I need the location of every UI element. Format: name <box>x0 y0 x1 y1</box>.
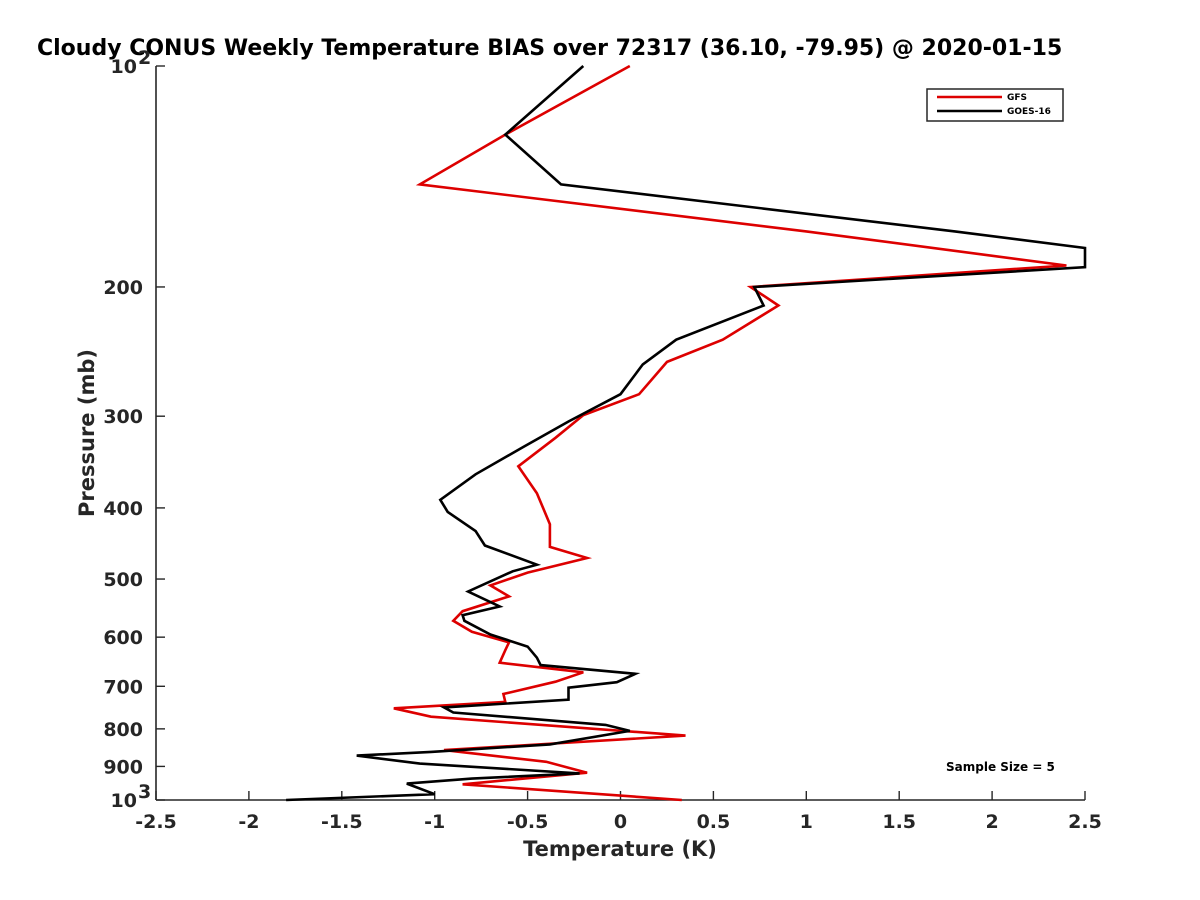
y-tick-label: 300 <box>103 406 143 428</box>
x-tick-label: 2.5 <box>1068 811 1102 833</box>
x-tick-label: 0.5 <box>697 811 731 833</box>
x-tick-label: -2 <box>238 811 259 833</box>
y-tick-label: 500 <box>103 569 143 591</box>
x-tick-label: -1 <box>424 811 445 833</box>
y-tick-exponent: 2 <box>138 47 151 69</box>
y-tick-label: 10 <box>111 790 137 812</box>
y-tick-label: 10 <box>111 56 137 78</box>
y-tick-label: 600 <box>103 627 143 649</box>
x-tick-label: 1 <box>800 811 813 833</box>
legend-box <box>926 88 1064 122</box>
y-tick-exponent: 3 <box>138 781 151 803</box>
sample-size-annotation: Sample Size = 5 <box>946 760 1055 774</box>
x-tick-label: -2.5 <box>135 811 177 833</box>
legend-label-gfs: GFS <box>1007 93 1027 103</box>
x-tick-label: -1.5 <box>321 811 363 833</box>
y-tick-label: 200 <box>103 277 143 299</box>
y-tick-label: 900 <box>103 756 143 778</box>
x-tick-label: 1.5 <box>882 811 916 833</box>
y-tick-label: 700 <box>103 676 143 698</box>
chart-title: Cloudy CONUS Weekly Temperature BIAS ove… <box>37 36 1062 61</box>
x-tick-label: 2 <box>985 811 998 833</box>
series-layer <box>286 64 1087 802</box>
series-line-goes16 <box>286 65 1087 802</box>
y-tick-label: 400 <box>103 498 143 520</box>
series-line-gfs <box>393 64 1067 802</box>
axes: -2.5 -2 -1.5 -1 -0.5 0 0.5 1 1.5 2 2.510 2200300400… <box>103 47 1102 833</box>
x-tick-label: -0.5 <box>507 811 549 833</box>
y-tick-label: 800 <box>103 719 143 741</box>
x-axis-title: Temperature (K) <box>523 837 717 861</box>
legend-label-goes16: GOES-16 <box>1007 107 1051 117</box>
x-tick-label: 0 <box>614 811 627 833</box>
legend: GFS GOES-16 <box>926 88 1064 122</box>
y-axis-title: Pressure (mb) <box>75 349 99 517</box>
